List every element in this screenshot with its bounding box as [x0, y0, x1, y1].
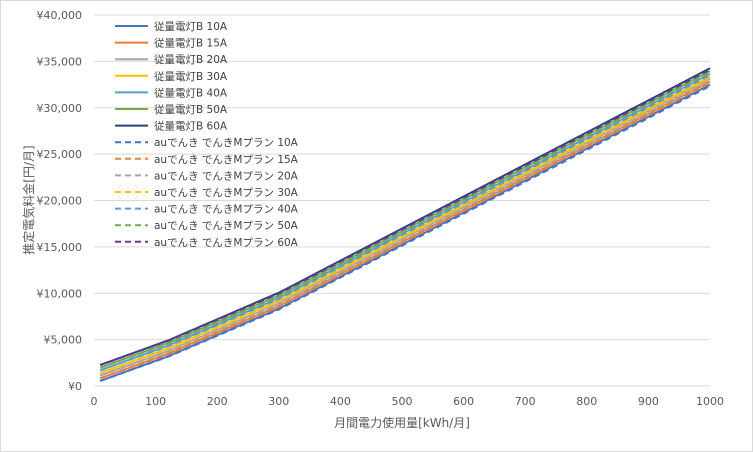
x-tick-label: 600 [453, 395, 474, 408]
x-tick-label: 400 [330, 395, 351, 408]
legend-label: 従量電灯B 50A [154, 103, 228, 116]
x-tick-label: 200 [207, 395, 228, 408]
legend-label: 従量電灯B 15A [154, 37, 228, 50]
legend-label: auでんき でんきMプラン 20A [154, 170, 299, 182]
legend-label: auでんき でんきMプラン 15A [154, 154, 299, 166]
legend-label: 従量電灯B 10A [154, 20, 228, 33]
x-tick-label: 0 [91, 395, 98, 408]
series-line-11 [99, 77, 711, 374]
y-tick-label: ¥35,000 [37, 55, 83, 68]
legend-label: auでんき でんきMプラン 40A [154, 204, 299, 216]
legend-label: auでんき でんきMプラン 50A [154, 220, 299, 232]
series-lines [99, 67, 711, 382]
legend-label: 従量電灯B 60A [154, 120, 228, 133]
series-line-10 [99, 79, 711, 377]
y-axis-title: 推定電気料金[円/月] [21, 145, 36, 254]
x-tick-label: 800 [576, 395, 597, 408]
y-axis-ticks: ¥0 ¥5,000 ¥10,000 ¥15,000 ¥20,000 ¥25,000 ¥30,… [37, 9, 83, 393]
legend-label: auでんき でんきMプラン 30A [154, 187, 299, 199]
y-tick-label: ¥20,000 [37, 195, 83, 208]
x-axis-title: 月間電力使用量[kWh/月] [334, 415, 470, 430]
x-tick-label: 300 [268, 395, 289, 408]
legend-label: 従量電灯B 20A [154, 53, 228, 66]
y-tick-label: ¥15,000 [37, 241, 83, 254]
y-tick-label: ¥10,000 [37, 287, 83, 300]
y-tick-label: ¥25,000 [37, 148, 83, 161]
legend-label: 従量電灯B 40A [154, 86, 228, 99]
x-axis-ticks: 0 100 200 300 400 500 600 700 800 900 1000 [91, 395, 725, 408]
series-line-12 [99, 74, 711, 372]
x-tick-label: 1000 [696, 395, 724, 408]
x-tick-label: 100 [145, 395, 166, 408]
y-tick-label: ¥5,000 [44, 334, 83, 347]
series-line-14 [99, 68, 711, 366]
y-tick-label: ¥40,000 [37, 9, 83, 22]
series-line-13 [99, 71, 711, 369]
y-tick-label: ¥0 [68, 380, 82, 393]
y-tick-label: ¥30,000 [37, 102, 83, 115]
series-line-9 [99, 82, 711, 380]
legend-label: auでんき でんきMプラン 60A [154, 237, 299, 249]
legend-label: 従量電灯B 30A [154, 70, 228, 83]
x-tick-label: 900 [638, 395, 659, 408]
x-tick-label: 700 [515, 395, 536, 408]
legend-label: auでんき でんきMプラン 10A [154, 137, 299, 149]
legend: 従量電灯B 10A 従量電灯B 15A 従量電灯B 20A 従量電灯B 30A 従量電灯… [115, 20, 299, 249]
series-line-8 [99, 85, 711, 382]
x-tick-label: 500 [392, 395, 413, 408]
